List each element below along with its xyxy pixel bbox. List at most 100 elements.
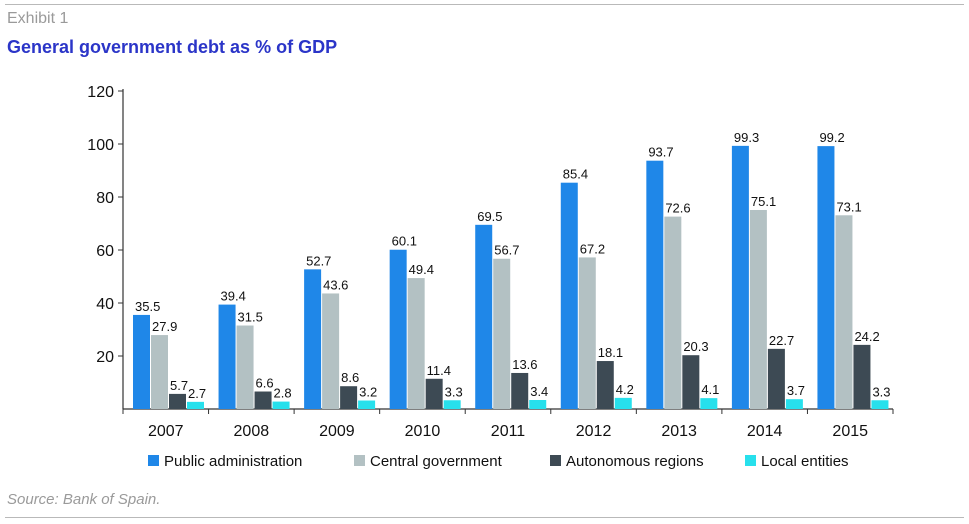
bar <box>358 400 376 409</box>
data-label: 72.6 <box>665 201 690 216</box>
data-label: 67.2 <box>580 241 605 256</box>
legend-swatch <box>148 455 159 466</box>
bar <box>682 355 700 409</box>
x-tick-label: 2008 <box>234 423 270 440</box>
bar <box>133 314 150 409</box>
bar <box>578 257 596 409</box>
data-label: 60.1 <box>392 234 417 249</box>
data-label: 75.1 <box>751 194 776 209</box>
x-tick-label: 2013 <box>661 423 697 440</box>
data-label: 20.3 <box>683 339 708 354</box>
bar <box>169 393 186 409</box>
data-label: 6.6 <box>256 376 274 391</box>
y-tick-label: 60 <box>96 243 114 260</box>
chart-title: General government debt as % of GDP <box>7 37 338 57</box>
legend-label: Central government <box>370 453 503 470</box>
bar <box>785 399 803 409</box>
data-label: 39.4 <box>221 289 246 304</box>
x-tick-label: 2014 <box>747 423 783 440</box>
data-label: 3.3 <box>445 384 463 399</box>
data-label: 2.7 <box>188 386 206 401</box>
bar <box>254 391 272 409</box>
data-label: 99.3 <box>734 130 759 145</box>
bar <box>731 145 749 410</box>
bar <box>475 224 493 409</box>
data-label: 18.1 <box>598 345 623 360</box>
bar <box>340 386 358 409</box>
data-label: 11.4 <box>427 363 451 378</box>
data-label: 3.7 <box>787 383 805 398</box>
exhibit-label: Exhibit 1 <box>7 10 69 27</box>
bar <box>835 215 853 409</box>
bar <box>529 399 547 409</box>
data-label: 3.2 <box>359 385 377 400</box>
bar <box>151 335 168 409</box>
data-label: 24.2 <box>854 329 879 344</box>
data-label: 3.3 <box>872 384 890 399</box>
data-label: 99.2 <box>819 130 844 145</box>
y-tick-label: 20 <box>96 349 114 366</box>
data-label: 5.7 <box>170 378 188 393</box>
bar <box>304 269 322 409</box>
legend-swatch <box>354 455 365 466</box>
data-label: 69.5 <box>477 209 502 224</box>
data-label: 8.6 <box>341 370 359 385</box>
data-label: 22.7 <box>769 333 794 348</box>
data-label: 4.1 <box>701 382 719 397</box>
legend-label: Local entities <box>761 453 849 470</box>
data-label: 3.4 <box>530 384 548 399</box>
data-label: 27.9 <box>152 319 177 334</box>
bar <box>236 325 254 409</box>
bar <box>817 146 835 409</box>
bar <box>425 378 443 409</box>
legend-label: Public administration <box>164 453 302 470</box>
data-label: 73.1 <box>836 199 861 214</box>
bar <box>443 400 461 409</box>
data-label: 52.7 <box>306 253 331 268</box>
bar <box>853 344 871 409</box>
data-label: 35.5 <box>135 299 160 314</box>
y-tick-label: 100 <box>87 137 114 154</box>
bar <box>749 209 767 409</box>
data-label: 4.2 <box>616 382 634 397</box>
bottom-rule <box>5 517 964 518</box>
data-label: 13.6 <box>512 357 537 372</box>
bar <box>871 400 889 409</box>
x-tick-label: 2007 <box>148 423 184 440</box>
data-label: 85.4 <box>563 167 588 182</box>
data-label: 49.4 <box>409 262 434 277</box>
bar <box>322 293 340 409</box>
legend-swatch <box>745 455 756 466</box>
data-label: 31.5 <box>238 310 263 325</box>
bar <box>700 398 718 409</box>
bar <box>511 372 529 409</box>
x-tick-label: 2010 <box>405 423 441 440</box>
bar <box>218 304 236 409</box>
bar <box>187 401 204 409</box>
legend-label: Autonomous regions <box>566 453 704 470</box>
y-tick-label: 40 <box>96 296 114 313</box>
source-note: Source: Bank of Spain. <box>7 491 161 508</box>
x-tick-label: 2015 <box>832 423 868 440</box>
x-tick-label: 2011 <box>491 423 526 440</box>
bar <box>664 216 682 409</box>
y-tick-label: 120 <box>87 84 114 101</box>
bar <box>646 160 664 409</box>
bar <box>389 249 407 409</box>
bar <box>272 401 290 409</box>
bar <box>407 278 425 409</box>
top-rule <box>5 4 964 5</box>
legend-swatch <box>550 455 561 466</box>
data-label: 2.8 <box>274 386 292 401</box>
x-tick-label: 2012 <box>576 423 612 440</box>
y-tick-label: 80 <box>96 190 114 207</box>
data-label: 56.7 <box>494 243 519 258</box>
bar <box>596 361 614 409</box>
bar <box>493 258 511 409</box>
bar <box>767 348 785 409</box>
x-tick-label: 2009 <box>319 423 355 440</box>
bar <box>560 182 578 409</box>
data-label: 43.6 <box>323 277 348 292</box>
data-label: 93.7 <box>648 145 673 160</box>
